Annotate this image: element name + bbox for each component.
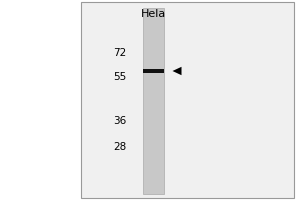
Text: 28: 28 xyxy=(113,142,127,152)
Text: 55: 55 xyxy=(113,72,127,82)
FancyBboxPatch shape xyxy=(142,69,164,73)
Polygon shape xyxy=(172,67,182,75)
Text: Hela: Hela xyxy=(140,9,166,19)
FancyBboxPatch shape xyxy=(81,2,294,198)
Text: 36: 36 xyxy=(113,116,127,126)
Text: 72: 72 xyxy=(113,48,127,58)
FancyBboxPatch shape xyxy=(142,8,164,194)
